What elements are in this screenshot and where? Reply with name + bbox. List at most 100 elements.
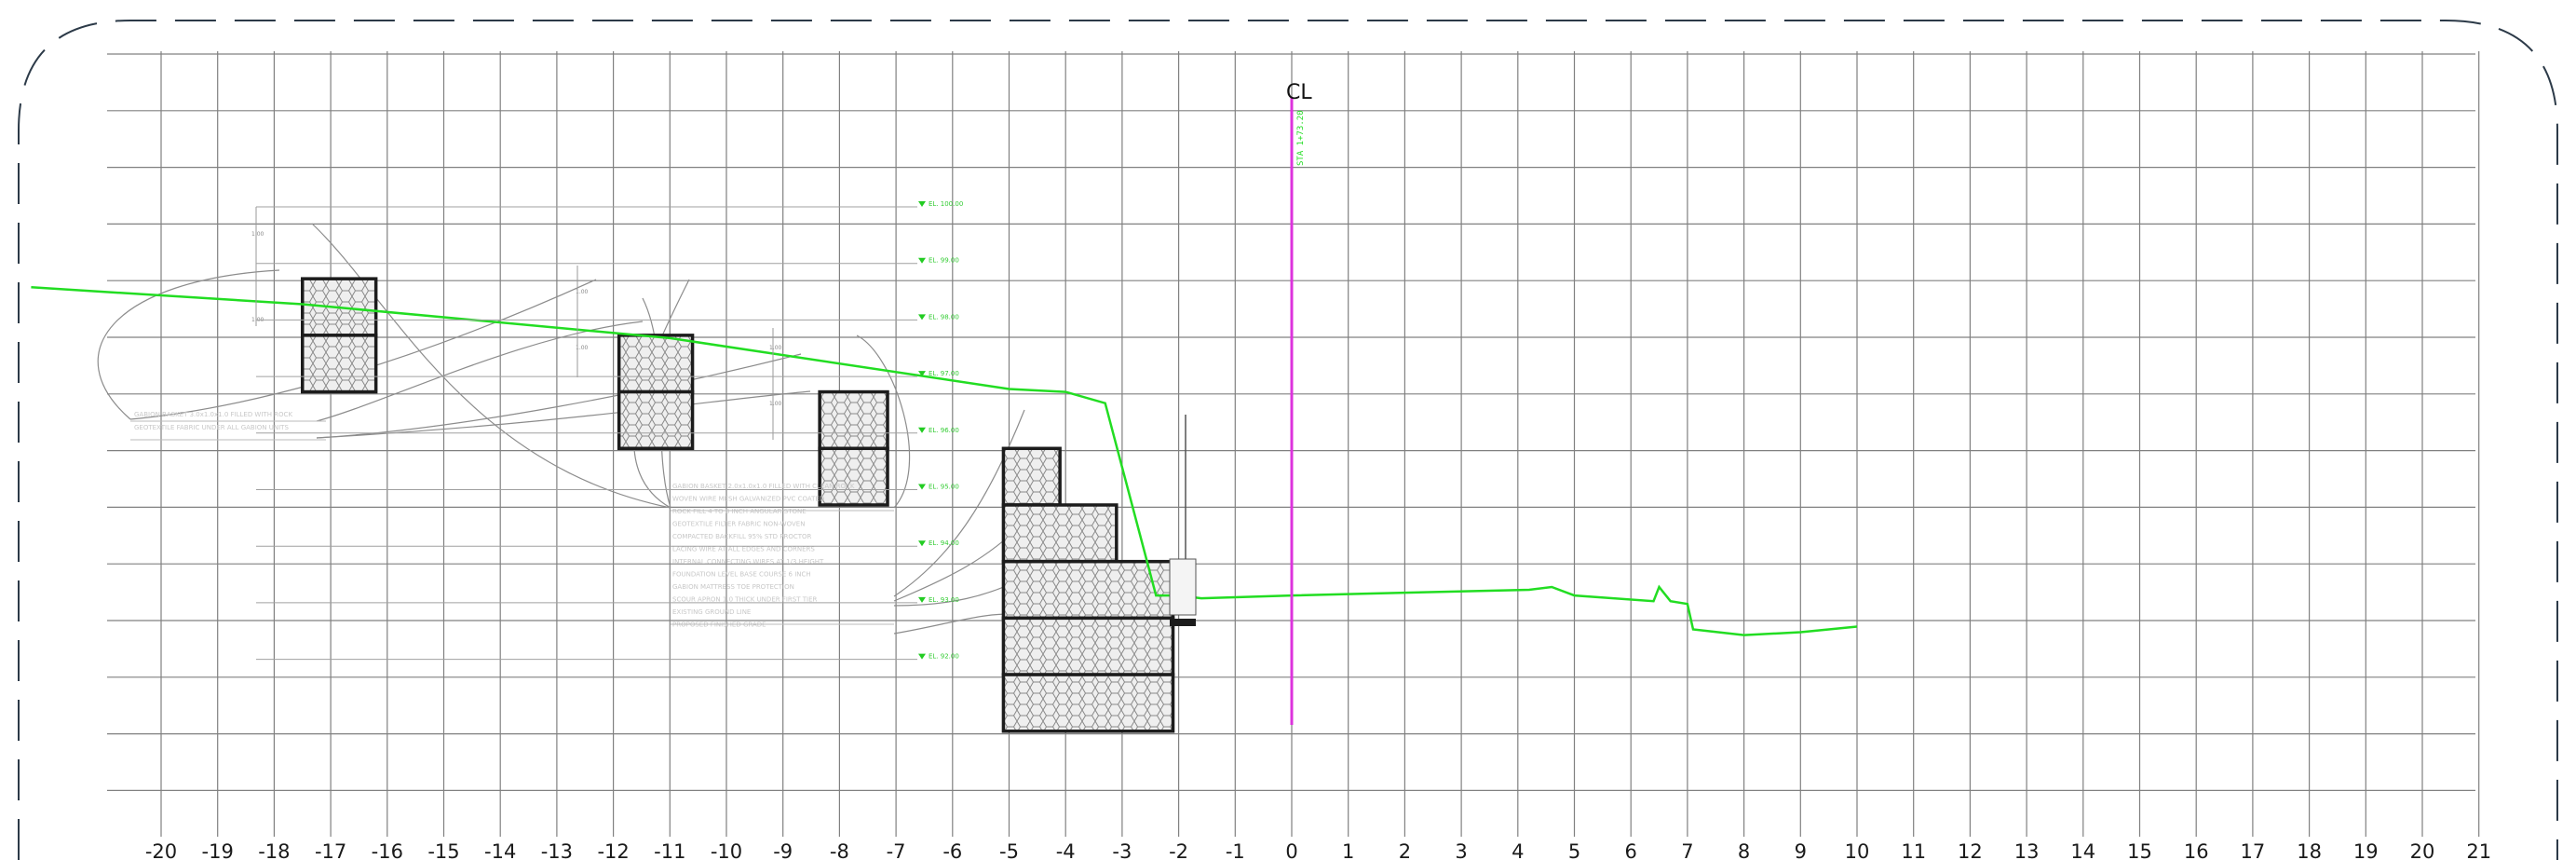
leader-line (97, 269, 280, 420)
x-tick-label: 1 (1342, 840, 1354, 860)
centerline-symbol: CL (1286, 81, 1312, 104)
x-tick-label: 21 (2466, 840, 2491, 860)
gabion-basket (1001, 673, 1175, 733)
dimension-label: 1.00 (251, 231, 264, 238)
x-tick-label: 9 (1795, 840, 1807, 860)
annotation-notes: GABION BASKET 3.0x1.0x1.0 FILLED WITH RO… (130, 207, 894, 629)
note-text: GEOTEXTILE FILTER FABRIC NON-WOVEN (672, 521, 805, 528)
gabion-basket (1001, 446, 1062, 507)
ground-profile-layer (31, 286, 1858, 636)
elevation-label: EL. 94.00 (929, 539, 959, 547)
gabion-basket (617, 334, 695, 394)
note-text: COMPACTED BACKFILL 95% STD PROCTOR (672, 533, 812, 540)
x-tick-label: 10 (1845, 840, 1870, 860)
x-axis-ticks: -20 -19 -18 -17 -16 -15 -14 -13 -12 -11 -10 -9 -8 -7-… (145, 840, 2491, 860)
x-tick-label: -7 (887, 840, 906, 860)
x-tick-label: 16 (2184, 840, 2209, 860)
x-tick-label: -11 (654, 840, 685, 860)
x-tick-label: -9 (773, 840, 793, 860)
leader-lines (97, 223, 1025, 635)
note-text: GEOTEXTILE FABRIC UNDER ALL GABION UNITS (134, 424, 289, 431)
x-tick-label: -8 (830, 840, 849, 860)
note-text: FOUNDATION LEVEL BASE COURSE 6 INCH (672, 571, 811, 579)
elevation-marker-icon (918, 314, 926, 321)
x-tick-label: -3 (1112, 840, 1132, 860)
leader-line (316, 353, 802, 439)
note-text: GABION BASKET 3.0x1.0x1.0 FILLED WITH RO… (134, 411, 292, 418)
elevation-label: EL. 93.00 (929, 596, 959, 604)
x-tick-label: -1 (1226, 840, 1245, 860)
elevation-marker-icon (918, 427, 926, 433)
x-tick-label: -10 (711, 840, 742, 860)
x-tick-label: 17 (2241, 840, 2266, 860)
elevation-marker-icon (918, 596, 926, 603)
x-tick-label: 5 (1568, 840, 1580, 860)
note-text: LACING WIRE AT ALL EDGES AND CORNERS (672, 546, 815, 553)
leader-line (311, 223, 671, 509)
leader-line (316, 321, 644, 422)
x-tick-label: 11 (1901, 840, 1926, 860)
x-tick-label: 12 (1958, 840, 1983, 860)
x-tick-label: -20 (145, 840, 177, 860)
x-tick-label: 20 (2410, 840, 2435, 860)
gabion-basket (301, 334, 378, 394)
x-tick-label: -18 (258, 840, 290, 860)
leader-line (856, 334, 911, 509)
gabion-basket (1001, 616, 1175, 676)
x-tick-label: -2 (1169, 840, 1188, 860)
elevation-marker-icon (918, 653, 926, 660)
viewport-border (18, 20, 2558, 860)
elevation-label: EL. 92.00 (929, 653, 959, 661)
note-text: SCOUR APRON 1.0 THICK UNDER FIRST TIER (672, 596, 817, 604)
gabion-wall (301, 277, 1175, 733)
x-tick-label: -5 (999, 840, 1019, 860)
elevation-marker-icon (918, 257, 926, 264)
x-tick-label: 18 (2297, 840, 2322, 860)
x-tick-label: 7 (1681, 840, 1693, 860)
gabion-basket (818, 389, 889, 451)
elevation-marker-icon (918, 371, 926, 377)
x-tick-label: 8 (1738, 840, 1750, 860)
note-text: GABION MATTRESS TOE PROTECTION (672, 583, 794, 591)
elevation-markers: EL. 100.00 EL. 99.00 EL. 98.00 EL. 97.00 EL.… (256, 200, 963, 661)
dimension-label: 1.00 (576, 289, 589, 295)
station-label: STA 1+73.20 (1296, 110, 1306, 166)
x-tick-label: 2 (1399, 840, 1411, 860)
x-tick-label: 19 (2353, 840, 2379, 860)
x-tick-label: -16 (372, 840, 403, 860)
x-tick-label: -13 (541, 840, 573, 860)
gabion-basket (617, 389, 695, 451)
x-tick-label: 14 (2070, 840, 2095, 860)
note-text: EXISTING GROUND LINE (672, 608, 751, 616)
note-text: INTERNAL CONNECTING WIRES AT 1/3 HEIGHT (672, 558, 824, 566)
dimension-label: 1.00 (769, 345, 782, 351)
ground-profile-line (31, 286, 1858, 636)
gabion-basket (1001, 559, 1175, 621)
leader-line (893, 409, 1025, 597)
elevation-label: EL. 99.00 (929, 257, 959, 265)
x-tick-label: 13 (2014, 840, 2040, 860)
leader-line (316, 390, 811, 439)
elevation-marker-icon (918, 540, 926, 547)
elevation-label: EL. 95.00 (929, 484, 959, 491)
x-tick-label: 3 (1455, 840, 1467, 860)
x-tick-label: -17 (315, 840, 346, 860)
elevation-marker-icon (918, 484, 926, 490)
elevation-label: EL. 100.00 (929, 200, 963, 208)
x-tick-label: -6 (942, 840, 962, 860)
x-tick-label: -14 (484, 840, 516, 860)
x-tick-label: 0 (1285, 840, 1297, 860)
note-text: WOVEN WIRE MESH GALVANIZED PVC COATED (672, 496, 824, 503)
x-tick-label: 4 (1512, 840, 1524, 860)
note-text: ROCK FILL 4 TO 8 INCH ANGULAR STONE (672, 508, 807, 515)
elevation-label: EL. 98.00 (929, 313, 959, 321)
gabion-basket (818, 446, 889, 507)
x-tick-label: -19 (202, 840, 234, 860)
note-text: GABION BASKET 2.0x1.0x1.0 FILLED WITH CL… (672, 483, 855, 490)
gabion-basket (1001, 503, 1119, 564)
x-tick-label: -4 (1056, 840, 1076, 860)
x-tick-label: -15 (427, 840, 459, 860)
dimension-label: 1.00 (769, 401, 782, 407)
dimension-label: 1.00 (576, 345, 589, 351)
